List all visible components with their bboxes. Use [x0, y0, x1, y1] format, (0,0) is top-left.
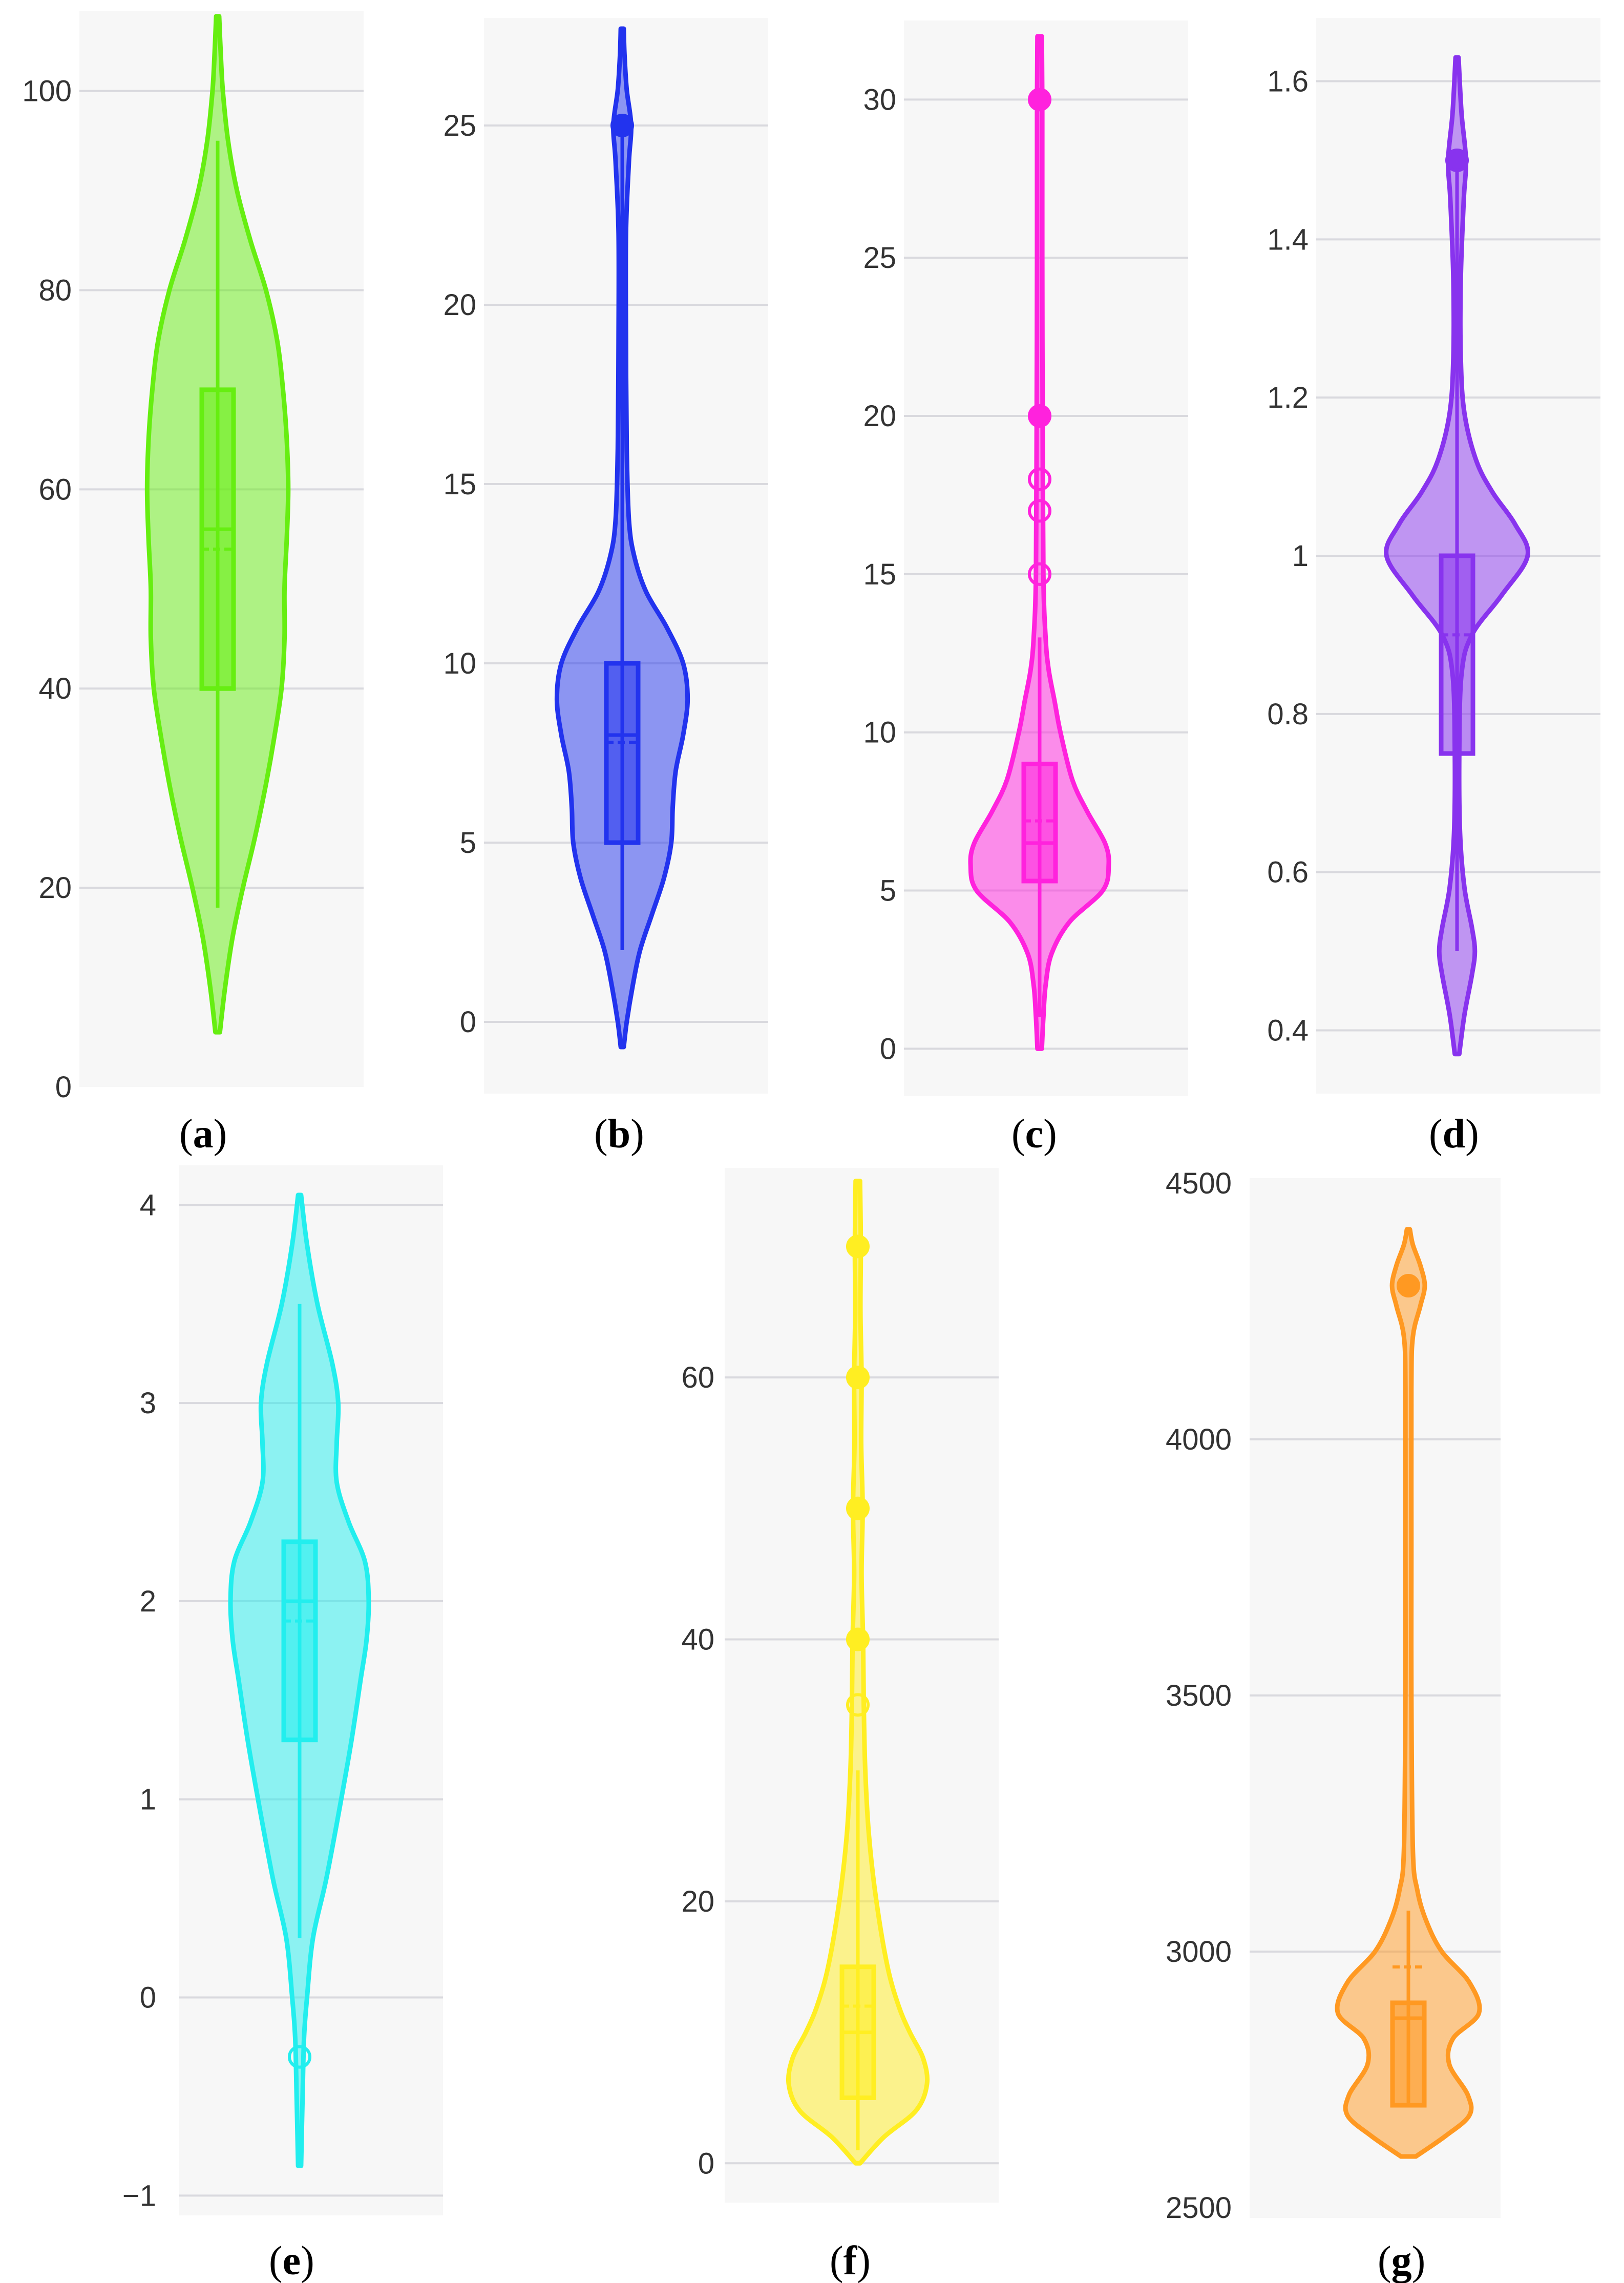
y-tick-label-b: 0: [460, 1006, 476, 1039]
caption-paren-open: (: [179, 1112, 193, 1157]
y-tick-label-b: 10: [443, 647, 476, 680]
y-tick-label-c: 30: [863, 83, 896, 116]
violin-panel-g: 2500 3000 3500 4000 4500 (g): [1166, 1167, 1501, 2283]
caption-letter-g: g: [1391, 2238, 1412, 2283]
outlier-point-c: [1028, 499, 1051, 523]
caption-paren-open: (: [830, 2238, 843, 2283]
y-tick-label-f: 60: [681, 1361, 714, 1394]
y-tick-label-d: 1: [1292, 539, 1309, 573]
outlier-point-f: [846, 1693, 870, 1717]
y-tick-label-c: 25: [863, 241, 896, 275]
y-tick-label-c: 0: [880, 1032, 896, 1065]
y-tick-label-a: 40: [38, 672, 72, 705]
y-tick-label-g: 3500: [1166, 1679, 1232, 1712]
caption-paren-open: (: [269, 2238, 283, 2283]
outlier-point-f: [846, 1496, 870, 1520]
panel-caption-a: (a): [179, 1112, 227, 1157]
y-tick-label-d: 1.2: [1267, 381, 1309, 414]
iqr-box-e: [281, 1539, 318, 1743]
outlier-point-c: [1028, 404, 1051, 428]
outlier-point-f: [846, 1234, 870, 1259]
panel-caption-b: (b): [594, 1112, 644, 1157]
y-tick-label-e: 1: [140, 1783, 156, 1816]
iqr-box-b: [604, 661, 641, 845]
caption-letter-c: c: [1025, 1112, 1044, 1157]
caption-letter-b: b: [608, 1112, 631, 1157]
caption-paren-close: ): [857, 2238, 871, 2283]
y-tick-label-g: 4500: [1166, 1167, 1232, 1200]
y-tick-label-d: 0.4: [1267, 1014, 1309, 1047]
outlier-point-g: [1397, 1274, 1420, 1297]
caption-paren-close: ): [1465, 1112, 1479, 1157]
caption-paren-close: ): [1043, 1112, 1057, 1157]
panel-caption-c: (c): [1011, 1112, 1057, 1157]
y-tick-label-c: 15: [863, 558, 896, 591]
violin-panel-b: 0 5 10 15 20 25 (b): [443, 18, 768, 1157]
violin-panel-e: −1 0 1 2 3 4 (e): [122, 1165, 443, 2283]
violin-panel-d: 0.4 0.6 0.8 1 1.2 1.4 1.6 (d): [1267, 18, 1600, 1157]
y-tick-label-d: 0.6: [1267, 856, 1309, 889]
y-tick-label-a: 0: [55, 1071, 72, 1104]
violin-body-g: [1335, 1227, 1482, 2159]
y-tick-label-e: −1: [122, 2179, 156, 2212]
y-tick-label-a: 60: [38, 473, 72, 506]
caption-paren-open: (: [1378, 2238, 1391, 2283]
violin-panel-c: 0 5 10 15 20 25 30 (c): [863, 20, 1188, 1157]
caption-paren-close: ): [1412, 2238, 1426, 2283]
violin-body-f: [786, 1179, 930, 2166]
outlier-point-d: [1445, 148, 1469, 172]
y-tick-label-g: 3000: [1166, 1935, 1232, 1968]
y-tick-label-a: 100: [22, 75, 72, 108]
outlier-point-e: [288, 2045, 311, 2069]
y-tick-label-e: 4: [140, 1188, 156, 1222]
caption-paren-open: (: [1011, 1112, 1025, 1157]
y-tick-label-f: 20: [681, 1885, 714, 1918]
violin-panel-f: 0 20 40 60 (f): [681, 1168, 999, 2283]
y-tick-label-e: 2: [140, 1585, 156, 1618]
y-tick-label-a: 20: [38, 871, 72, 905]
violin-body-c: [968, 34, 1111, 1051]
iqr-box-c: [1021, 761, 1058, 884]
y-tick-label-f: 40: [681, 1623, 714, 1657]
panel-caption-d: (d): [1429, 1112, 1479, 1157]
y-tick-label-d: 1.6: [1267, 65, 1309, 98]
outlier-point-b: [610, 114, 634, 137]
outlier-point-f: [846, 1627, 870, 1651]
outlier-point-f: [846, 1366, 870, 1390]
y-tick-label-e: 3: [140, 1387, 156, 1420]
iqr-box-a: [199, 387, 236, 691]
outlier-point-c: [1028, 562, 1051, 586]
y-tick-label-f: 0: [698, 2147, 714, 2180]
y-tick-label-g: 4000: [1166, 1423, 1232, 1456]
caption-paren-open: (: [1429, 1112, 1443, 1157]
y-tick-label-a: 80: [38, 274, 72, 307]
outlier-point-c: [1028, 88, 1051, 112]
y-tick-label-d: 0.8: [1267, 698, 1309, 731]
caption-paren-close: ): [214, 1112, 227, 1157]
caption-letter-a: a: [193, 1112, 214, 1157]
caption-letter-f: f: [843, 2238, 858, 2283]
outlier-point-c: [1028, 467, 1051, 491]
y-tick-label-e: 0: [140, 1981, 156, 2015]
y-tick-label-b: 25: [443, 109, 476, 142]
y-tick-label-c: 5: [880, 874, 896, 908]
y-tick-label-d: 1.4: [1267, 223, 1309, 256]
y-tick-label-b: 5: [460, 826, 476, 860]
iqr-box-d: [1439, 553, 1475, 756]
y-tick-label-c: 10: [863, 716, 896, 749]
violin-panel-a: 0 20 40 60 80 100 (a): [22, 11, 364, 1157]
y-tick-label-b: 20: [443, 288, 476, 322]
panel-caption-e: (e): [269, 2238, 314, 2283]
caption-paren-close: ): [301, 2238, 314, 2283]
panel-caption-g: (g): [1378, 2238, 1425, 2283]
caption-paren-close: ): [630, 1112, 644, 1157]
y-tick-label-g: 2500: [1166, 2191, 1232, 2225]
panel-caption-f: (f): [830, 2238, 871, 2283]
caption-paren-open: (: [594, 1112, 608, 1157]
caption-letter-d: d: [1443, 1112, 1466, 1157]
y-tick-label-c: 20: [863, 400, 896, 433]
y-tick-label-b: 15: [443, 468, 476, 501]
caption-letter-e: e: [283, 2238, 301, 2283]
